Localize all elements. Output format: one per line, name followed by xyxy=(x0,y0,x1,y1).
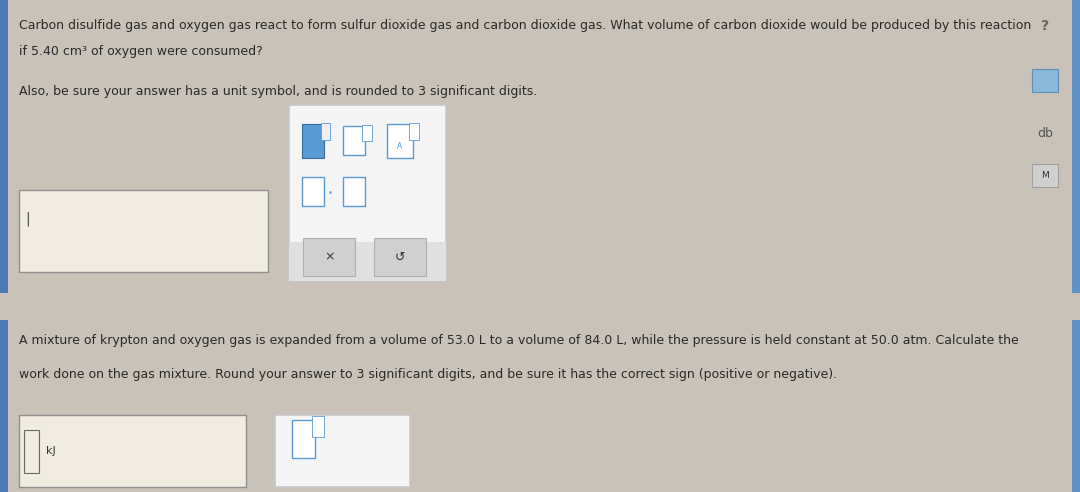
FancyBboxPatch shape xyxy=(292,420,315,458)
FancyBboxPatch shape xyxy=(19,414,246,487)
Text: kJ: kJ xyxy=(46,446,56,456)
Text: work done on the gas mixture. Round your answer to 3 significant digits, and be : work done on the gas mixture. Round your… xyxy=(19,368,838,381)
Text: ?: ? xyxy=(1041,19,1050,33)
FancyBboxPatch shape xyxy=(289,105,446,281)
Text: ↺: ↺ xyxy=(394,251,405,264)
Bar xyxy=(0,0,8,293)
Text: Carbon disulfide gas and oxygen gas react to form sulfur dioxide gas and carbon : Carbon disulfide gas and oxygen gas reac… xyxy=(19,19,1031,32)
FancyBboxPatch shape xyxy=(321,123,330,140)
FancyBboxPatch shape xyxy=(374,238,426,277)
FancyBboxPatch shape xyxy=(409,123,419,140)
Text: |: | xyxy=(25,212,29,226)
Bar xyxy=(1072,320,1080,492)
FancyBboxPatch shape xyxy=(275,414,410,487)
Text: A: A xyxy=(397,142,402,151)
FancyBboxPatch shape xyxy=(1032,69,1058,92)
Text: M: M xyxy=(1041,171,1050,180)
FancyBboxPatch shape xyxy=(1032,164,1058,187)
Text: •: • xyxy=(328,189,333,198)
Text: ×: × xyxy=(324,251,335,264)
FancyBboxPatch shape xyxy=(289,243,446,281)
Bar xyxy=(1072,0,1080,293)
Text: if 5.40 cm³ of oxygen were consumed?: if 5.40 cm³ of oxygen were consumed? xyxy=(19,45,264,59)
FancyBboxPatch shape xyxy=(303,238,355,277)
FancyBboxPatch shape xyxy=(362,125,372,141)
FancyBboxPatch shape xyxy=(19,190,268,272)
FancyBboxPatch shape xyxy=(302,177,324,206)
FancyBboxPatch shape xyxy=(343,125,365,155)
FancyBboxPatch shape xyxy=(312,416,324,437)
Text: A mixture of krypton and oxygen gas is expanded from a volume of 53.0 L to a vol: A mixture of krypton and oxygen gas is e… xyxy=(19,334,1020,346)
Text: db: db xyxy=(1038,127,1053,140)
FancyBboxPatch shape xyxy=(302,124,324,158)
FancyBboxPatch shape xyxy=(343,177,365,206)
Bar xyxy=(0,320,8,492)
Text: Also, be sure your answer has a unit symbol, and is rounded to 3 significant dig: Also, be sure your answer has a unit sym… xyxy=(19,85,538,98)
FancyBboxPatch shape xyxy=(387,124,413,158)
